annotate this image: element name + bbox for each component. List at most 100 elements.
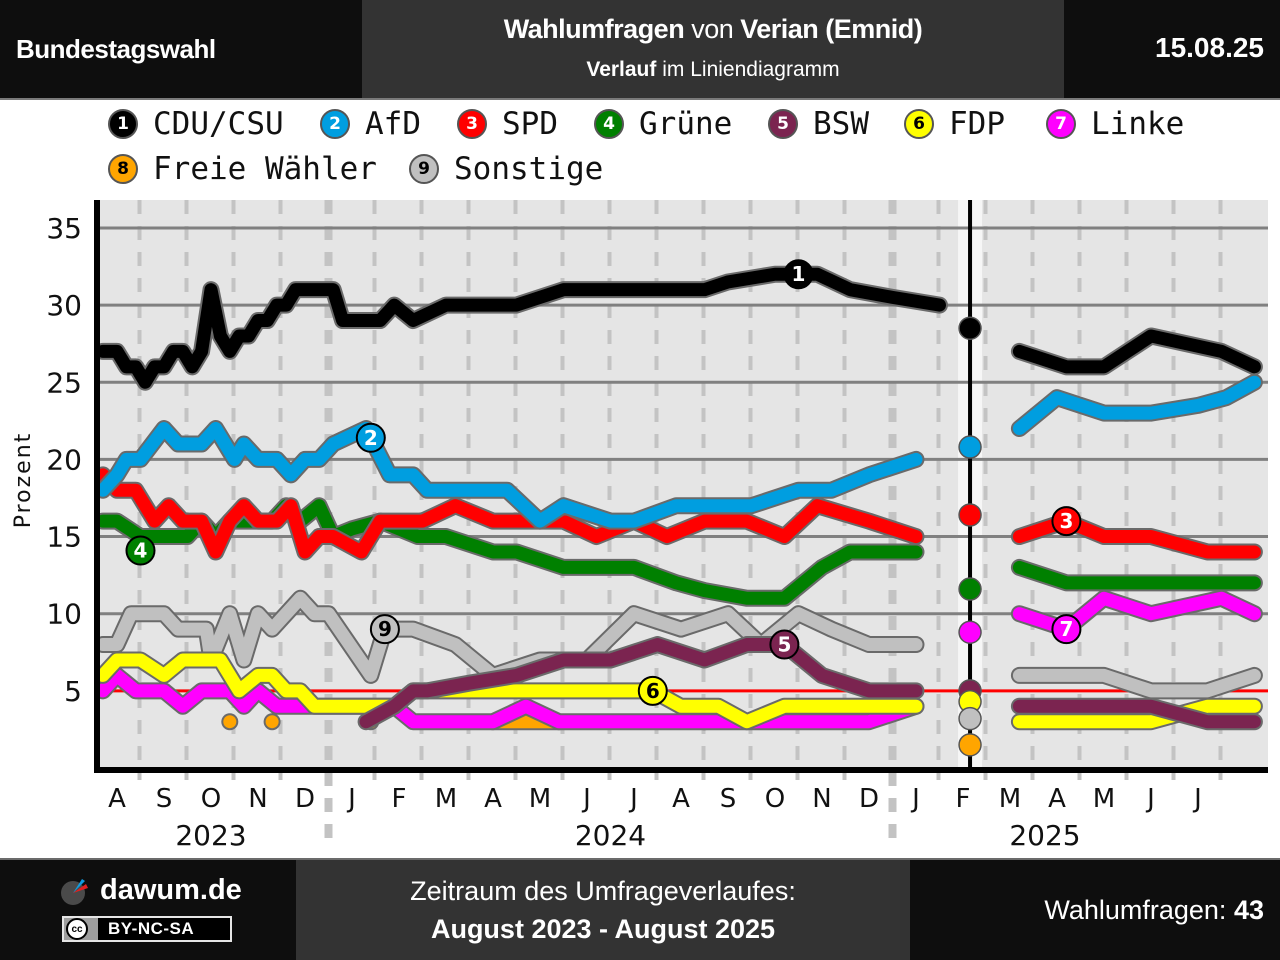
legend-badge-icon: 6 [904, 109, 934, 139]
legend-badge-icon: 4 [594, 109, 624, 139]
legend-badge-icon: 1 [108, 109, 138, 139]
license-badge[interactable]: cc BY-NC-SA [62, 916, 232, 942]
x-tick-label: J [910, 784, 920, 814]
footer-divider [0, 858, 1280, 861]
legend-label: BSW [813, 106, 869, 142]
x-tick-label: D [295, 784, 315, 814]
x-tick-label: S [156, 784, 173, 814]
x-tick-label: J [581, 784, 591, 814]
y-axis-title: Prozent [11, 432, 36, 529]
x-tick-label: O [765, 784, 785, 814]
poll-count: Wahlumfragen: 43 [1044, 895, 1264, 926]
legend-badge-icon: 3 [457, 109, 487, 139]
series-bsw [357, 636, 1263, 731]
y-tick-label: 35 [46, 212, 82, 245]
marker-number: 9 [378, 617, 392, 641]
x-tick-label: A [484, 784, 502, 814]
marker-number: 2 [364, 426, 378, 450]
marker-circle [1051, 614, 1082, 645]
poll-count-value: 43 [1233, 895, 1264, 925]
legend-badge-icon: 8 [108, 154, 138, 184]
x-tick-label: J [628, 784, 638, 814]
marker-number: 5 [777, 633, 791, 657]
legend-item-4: 5 BSW [768, 104, 869, 144]
x-tick-label: N [812, 784, 831, 814]
footer-brand: dawum.de cc BY-NC-SA [0, 860, 296, 960]
period-label: Zeitraum des Umfrageverlaufes: [410, 876, 796, 906]
cc-icon: cc [64, 918, 98, 940]
license-text: BY-NC-SA [108, 919, 195, 938]
marker-number: 6 [646, 679, 660, 703]
footer-period: Zeitraum des Umfrageverlaufes: August 20… [296, 860, 910, 960]
poll-count-label: Wahlumfragen: [1044, 895, 1234, 925]
series-line [96, 653, 923, 729]
legend-item-2: 3 SPD [457, 104, 558, 144]
legend-label: Sonstige [454, 151, 604, 187]
legend-label: Grüne [639, 106, 733, 142]
x-tick-label: O [201, 784, 221, 814]
legend-badge-icon: 9 [409, 154, 439, 184]
marker-circle [355, 422, 386, 453]
year-label: 2024 [575, 819, 646, 852]
legend-label: FDP [949, 106, 1005, 142]
legend-item-6: 7 Linke [1046, 104, 1184, 144]
period-value: August 2023 - August 2025 [430, 914, 776, 944]
series-marker-2: 2 [355, 422, 386, 453]
legend-label: CDU/CSU [153, 106, 284, 142]
header-left: Bundestagswahl [0, 0, 362, 98]
series-marker-3: 3 [1051, 506, 1082, 537]
series-marker-9: 9 [369, 614, 400, 645]
y-tick-label: 5 [64, 675, 82, 708]
x-tick-label: S [720, 784, 737, 814]
x-tick-label: F [392, 784, 407, 814]
series-line [1012, 329, 1261, 374]
x-tick-label: M [529, 784, 551, 814]
election-dot [958, 503, 982, 527]
title-part-3: Verian (Emnid) [740, 14, 923, 44]
legend-item-3: 4 Grüne [594, 104, 732, 144]
legend-item-7: 8 Freie Wähler [108, 149, 377, 189]
header-title-block: Wahlumfragen von Verian (Emnid) Verlauf … [362, 0, 1064, 98]
title-part-2: von [684, 14, 741, 44]
year-label: 2023 [175, 819, 246, 852]
x-tick-label: F [956, 784, 971, 814]
legend-item-8: 9 Sonstige [409, 149, 603, 189]
legend-badge-icon: 2 [320, 109, 350, 139]
legend-item-1: 2 AfD [320, 104, 421, 144]
election-dot [958, 577, 982, 601]
marker-circle [769, 629, 800, 660]
y-tick-label: 20 [46, 443, 82, 476]
legend-label: Freie Wähler [153, 151, 377, 187]
header: Bundestagswahl Wahlumfragen von Verian (… [0, 0, 1280, 98]
series-marker-5: 5 [769, 629, 800, 660]
series-line [1012, 375, 1261, 436]
marker-circle [369, 614, 400, 645]
series-line [1012, 560, 1261, 590]
title-part-1: Wahlumfragen [503, 14, 685, 44]
x-tick-label: N [248, 784, 267, 814]
page-subtitle: Verlauf im Liniendiagramm [362, 58, 1064, 82]
series-marker-7: 7 [1051, 614, 1082, 645]
legend-item-0: 1 CDU/CSU [108, 104, 284, 144]
footer-count: Wahlumfragen: 43 [910, 860, 1280, 960]
x-tick-label: A [1048, 784, 1066, 814]
subtitle-part-1: Verlauf [586, 58, 657, 81]
x-tick-label: M [1093, 784, 1115, 814]
x-tick-label: J [346, 784, 356, 814]
marker-number: 4 [134, 539, 148, 563]
legend-label: Linke [1091, 106, 1185, 142]
legend-badge-icon: 7 [1046, 109, 1076, 139]
site-logo[interactable]: dawum.de [60, 874, 242, 907]
x-tick-label: M [435, 784, 457, 814]
header-right: 15.08.25 [1064, 0, 1280, 98]
series-marker-4: 4 [125, 535, 156, 566]
series-line [96, 267, 946, 389]
site-name: dawum.de [100, 874, 242, 906]
x-tick-label: A [672, 784, 690, 814]
series-line [1012, 668, 1261, 698]
marker-circle [125, 535, 156, 566]
series-sonstige [94, 589, 1263, 700]
y-tick-label: 30 [46, 289, 82, 322]
x-tick-label: D [859, 784, 879, 814]
series-line [1012, 699, 1261, 729]
